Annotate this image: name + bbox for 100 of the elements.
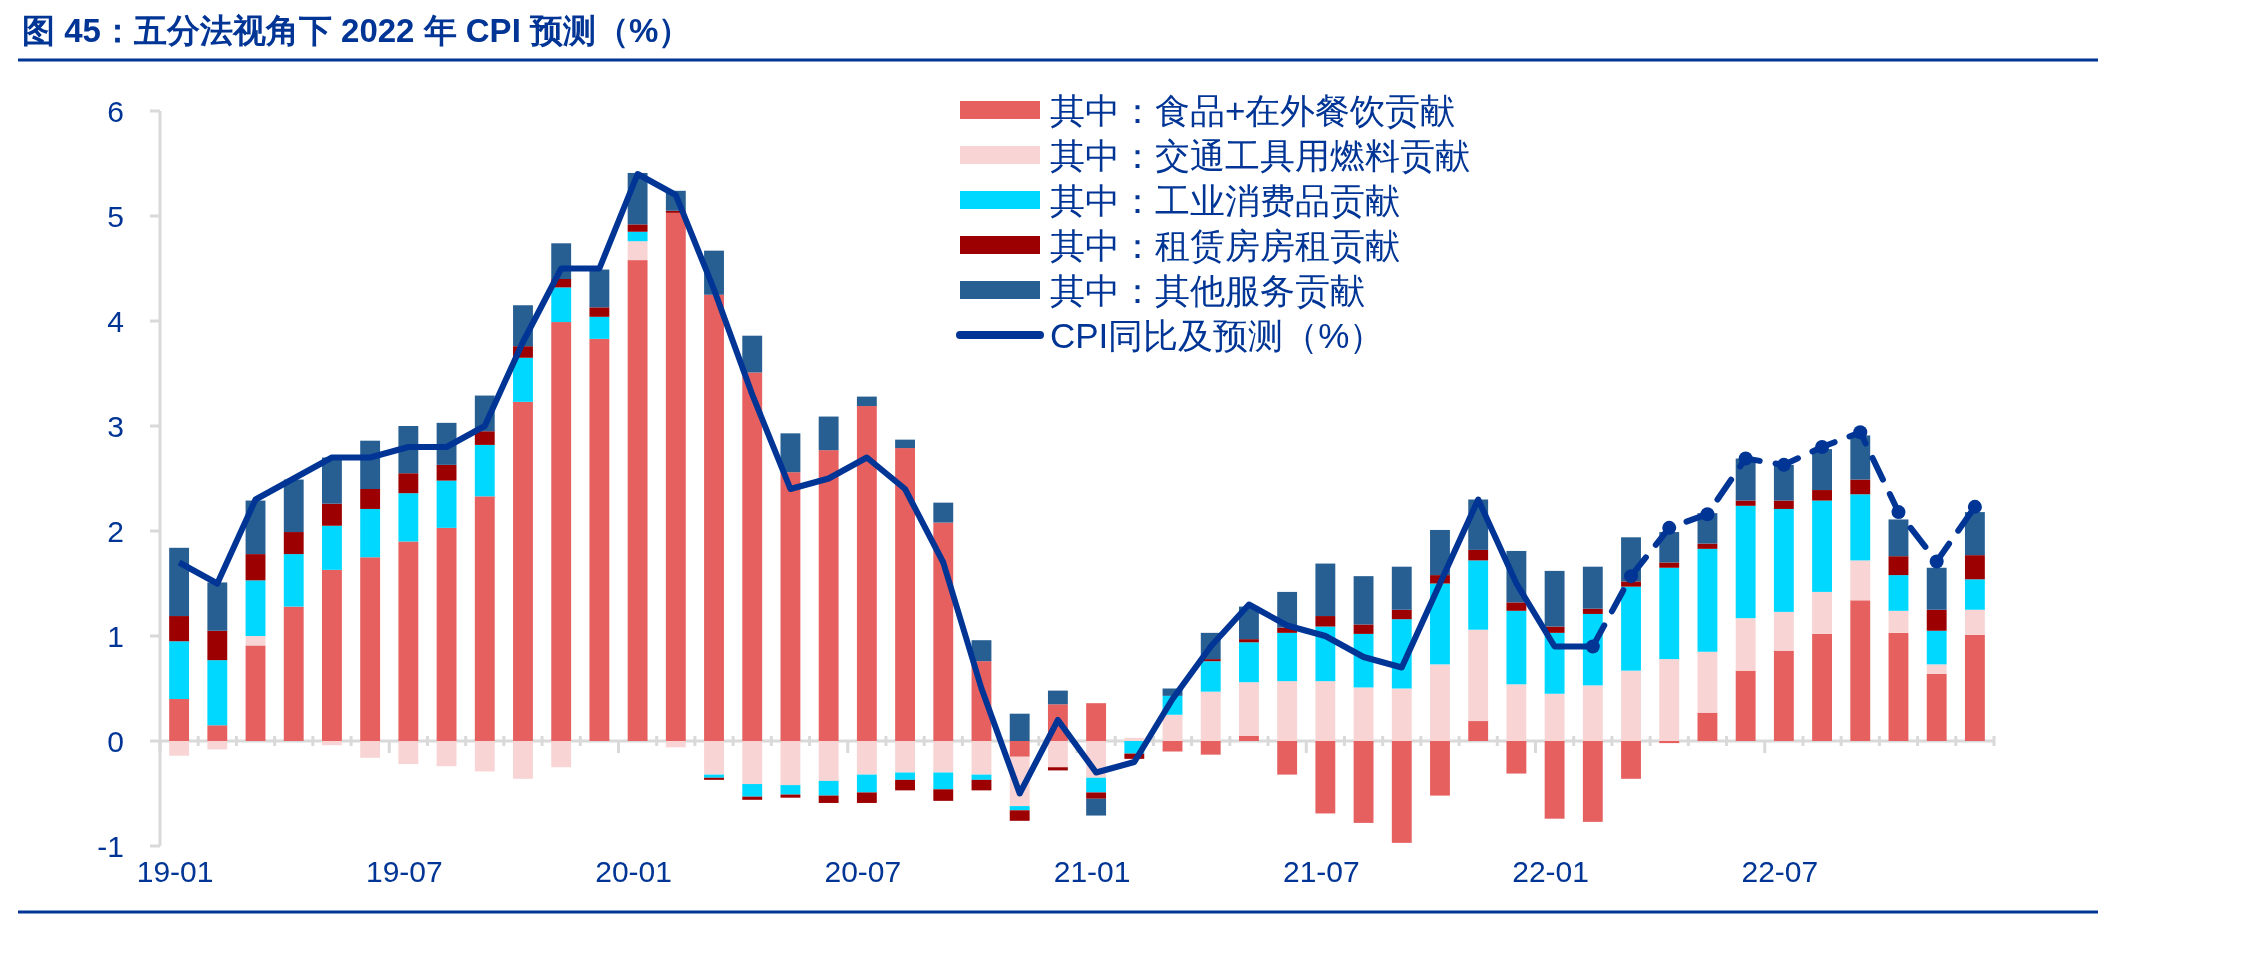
point: [1585, 639, 1600, 654]
bar: [169, 616, 190, 642]
bar: [1926, 664, 1947, 674]
bar: [1009, 810, 1030, 821]
bar: [283, 606, 304, 741]
bar: [322, 525, 342, 570]
bar: [1888, 610, 1909, 633]
bar: [1697, 543, 1718, 549]
legend-label: 其中：工业消费品贡献: [1050, 181, 1400, 220]
bar: [1964, 634, 1985, 741]
bar: [398, 473, 419, 494]
bar: [971, 774, 992, 780]
x-tick-label: 21-07: [1282, 855, 1360, 888]
bar: [1353, 624, 1374, 634]
bar: [245, 645, 266, 741]
x-tick-label: 20-01: [595, 855, 672, 888]
point: [1700, 507, 1715, 522]
x-tick-label: 21-01: [1053, 855, 1131, 888]
x-tick-label: 20-07: [824, 855, 902, 888]
bar: [360, 489, 381, 509]
bar: [589, 307, 610, 317]
bar: [1964, 609, 1985, 635]
bar: [818, 450, 839, 741]
bar: [895, 779, 915, 791]
bar: [1850, 494, 1871, 561]
bar: [1812, 591, 1832, 634]
bar: [513, 401, 533, 741]
bar: [245, 636, 266, 646]
bar: [1888, 575, 1909, 611]
bar: [283, 532, 304, 555]
bar: [780, 472, 801, 741]
bar: [1047, 767, 1068, 771]
bar: [1086, 792, 1107, 799]
bar: [436, 741, 457, 767]
bar: [436, 527, 457, 741]
bar: [1812, 500, 1832, 592]
bar: [551, 741, 572, 768]
bar: [1315, 681, 1336, 741]
bar: [780, 785, 801, 795]
legend-label: 其中：其他服务贡献: [1050, 271, 1365, 310]
bar: [1888, 632, 1909, 741]
bar: [1391, 609, 1412, 620]
bar: [474, 496, 495, 741]
bar: [1086, 777, 1107, 793]
bar: [1239, 642, 1259, 683]
bar: [1124, 737, 1145, 741]
bar: [1544, 741, 1565, 819]
y-tick-label: 0: [107, 725, 124, 758]
bar: [245, 554, 266, 581]
bar: [665, 741, 686, 748]
bar: [1926, 609, 1947, 631]
bar: [1468, 549, 1489, 561]
bar: [1353, 687, 1374, 741]
bar: [1353, 741, 1374, 823]
bar: [1697, 712, 1718, 741]
bar: [1773, 611, 1794, 651]
bar: [589, 316, 610, 339]
bar: [895, 448, 915, 741]
bar: [207, 582, 228, 631]
bar: [895, 741, 915, 773]
y-tick-label: -1: [97, 830, 124, 863]
bar: [1812, 633, 1832, 741]
bar: [1277, 741, 1298, 775]
bar: [704, 741, 724, 775]
bar: [360, 557, 381, 741]
bar: [1850, 600, 1871, 741]
point: [1662, 520, 1677, 535]
bar: [283, 554, 304, 607]
bar: [627, 260, 648, 741]
bar: [818, 416, 839, 451]
bar: [436, 480, 457, 528]
bar: [1773, 650, 1794, 741]
bar: [169, 699, 190, 741]
bar: [1047, 690, 1068, 705]
bar: [1697, 548, 1718, 652]
bar: [1964, 579, 1985, 610]
bar: [322, 569, 342, 741]
bar: [1812, 490, 1832, 501]
bar: [207, 741, 228, 750]
chart-title: 图 45：五分法视角下 2022 年 CPI 预测（%）: [22, 12, 692, 49]
bar: [856, 774, 877, 793]
legend-label: 其中：租赁房房租贡献: [1050, 226, 1400, 265]
bar: [1812, 449, 1832, 491]
bar: [1582, 566, 1603, 609]
bar: [1009, 741, 1030, 757]
bar: [1659, 741, 1680, 744]
bar: [1009, 806, 1030, 811]
bar: [933, 772, 954, 790]
bar: [360, 508, 381, 558]
bar: [1735, 618, 1756, 671]
bar: [1850, 479, 1871, 495]
bar: [933, 741, 954, 773]
bar: [589, 338, 610, 741]
bar: [398, 541, 419, 741]
bar: [207, 630, 228, 661]
bar: [818, 741, 839, 781]
bar: [856, 396, 877, 407]
bar: [1582, 741, 1603, 822]
bar: [933, 522, 954, 741]
bar: [856, 406, 877, 741]
